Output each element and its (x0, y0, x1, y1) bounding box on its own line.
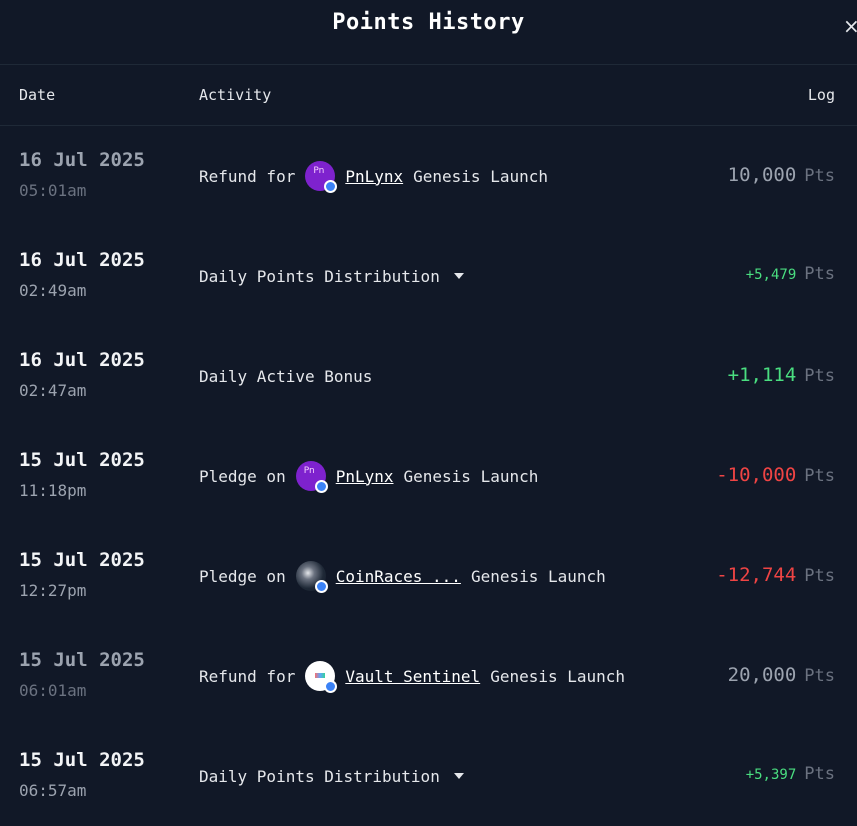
row-time: 02:47am (19, 381, 87, 400)
row-activity[interactable]: Daily Points Distribution (199, 760, 464, 792)
table-row: 15 Jul 2025 06:57am Daily Points Distrib… (0, 726, 857, 826)
table-header: Date Activity Log (0, 65, 857, 126)
project-link[interactable]: Vault Sentinel (345, 666, 481, 686)
column-header-log: Log (807, 86, 835, 104)
caret-down-icon[interactable] (453, 773, 464, 779)
project-link[interactable]: PnLynx (335, 466, 394, 486)
points-amount: -10,000 (716, 464, 797, 486)
caret-down-icon[interactable] (453, 273, 464, 279)
activity-suffix: Genesis Launch (403, 466, 539, 486)
modal-header: Points History × (0, 0, 857, 65)
row-time: 02:49am (19, 281, 87, 300)
points-amount: +5,397 (745, 767, 797, 783)
row-time: 12:27pm (19, 581, 87, 600)
row-activity: Daily Active Bonus (199, 360, 372, 392)
row-date: 15 Jul 2025 (19, 649, 145, 671)
row-log: 10,000 Pts (728, 164, 835, 186)
points-unit: Pts (804, 466, 835, 486)
points-amount: +1,114 (727, 364, 797, 386)
column-header-date: Date (19, 86, 56, 104)
points-unit: Pts (804, 264, 835, 284)
project-avatar[interactable] (305, 661, 338, 693)
row-activity: Refund for Vault Sentinel Genesis Launch (199, 660, 626, 693)
row-activity[interactable]: Daily Points Distribution (199, 260, 464, 292)
row-log: +5,479 Pts (746, 264, 835, 284)
verified-badge-icon (324, 180, 338, 193)
project-link[interactable]: PnLynx (345, 166, 404, 186)
row-date: 15 Jul 2025 (19, 449, 145, 471)
points-amount: 20,000 (727, 664, 797, 686)
table-row: 15 Jul 2025 06:01am Refund for Vault Sen… (0, 626, 857, 726)
verified-badge-icon (324, 680, 338, 693)
row-activity: Pledge on CoinRaces ... Genesis Launch (199, 560, 606, 593)
column-header-activity: Activity (199, 86, 272, 104)
row-time: 06:57am (19, 781, 87, 800)
table-row: 16 Jul 2025 02:49am Daily Points Distrib… (0, 226, 857, 326)
row-log: +5,397 Pts (746, 764, 835, 784)
row-activity: Refund for PnLynx Genesis Launch (199, 160, 548, 193)
activity-suffix: Genesis Launch (470, 566, 606, 586)
row-activity: Pledge on PnLynx Genesis Launch (199, 460, 539, 493)
points-amount: -12,744 (716, 564, 797, 586)
row-log: -10,000 Pts (716, 464, 835, 486)
points-unit: Pts (804, 764, 835, 784)
activity-prefix: Pledge on (199, 466, 286, 486)
row-date: 16 Jul 2025 (19, 249, 145, 271)
row-time: 11:18pm (19, 481, 87, 500)
table-row: 16 Jul 2025 05:01am Refund for PnLynx Ge… (0, 126, 857, 226)
points-amount: 10,000 (727, 164, 797, 186)
row-log: -12,744 Pts (716, 564, 835, 586)
table-row: 16 Jul 2025 02:47am Daily Active Bonus +… (0, 326, 857, 426)
project-link[interactable]: CoinRaces ... (335, 566, 461, 586)
row-date: 16 Jul 2025 (19, 349, 145, 371)
project-avatar[interactable] (295, 461, 328, 493)
points-unit: Pts (804, 566, 835, 586)
activity-prefix: Pledge on (199, 566, 286, 586)
points-unit: Pts (804, 366, 835, 386)
project-avatar[interactable] (305, 161, 338, 193)
table-row: 15 Jul 2025 12:27pm Pledge on CoinRaces … (0, 526, 857, 626)
close-icon[interactable]: × (843, 14, 857, 38)
activity-suffix: Genesis Launch (413, 166, 548, 186)
row-date: 16 Jul 2025 (19, 149, 145, 171)
row-time: 05:01am (19, 181, 87, 200)
row-time: 06:01am (19, 681, 87, 700)
project-avatar[interactable] (295, 561, 328, 593)
modal-title: Points History (332, 10, 525, 35)
activity-suffix: Genesis Launch (490, 666, 626, 686)
verified-badge-icon (314, 480, 328, 493)
row-log: 20,000 Pts (728, 664, 835, 686)
activity-prefix: Refund for (199, 666, 296, 686)
points-amount: +5,479 (745, 267, 797, 283)
points-unit: Pts (804, 166, 835, 186)
points-history-list[interactable]: 16 Jul 2025 05:01am Refund for PnLynx Ge… (0, 126, 857, 826)
table-row: 15 Jul 2025 11:18pm Pledge on PnLynx Gen… (0, 426, 857, 526)
verified-badge-icon (314, 580, 328, 593)
row-log: +1,114 Pts (728, 364, 835, 386)
activity-label: Daily Points Distribution (199, 766, 440, 786)
activity-label: Daily Points Distribution (199, 266, 440, 286)
activity-prefix: Refund for (199, 166, 296, 186)
activity-label: Daily Active Bonus (199, 366, 373, 386)
points-unit: Pts (804, 666, 835, 686)
row-date: 15 Jul 2025 (19, 749, 145, 771)
row-date: 15 Jul 2025 (19, 549, 145, 571)
